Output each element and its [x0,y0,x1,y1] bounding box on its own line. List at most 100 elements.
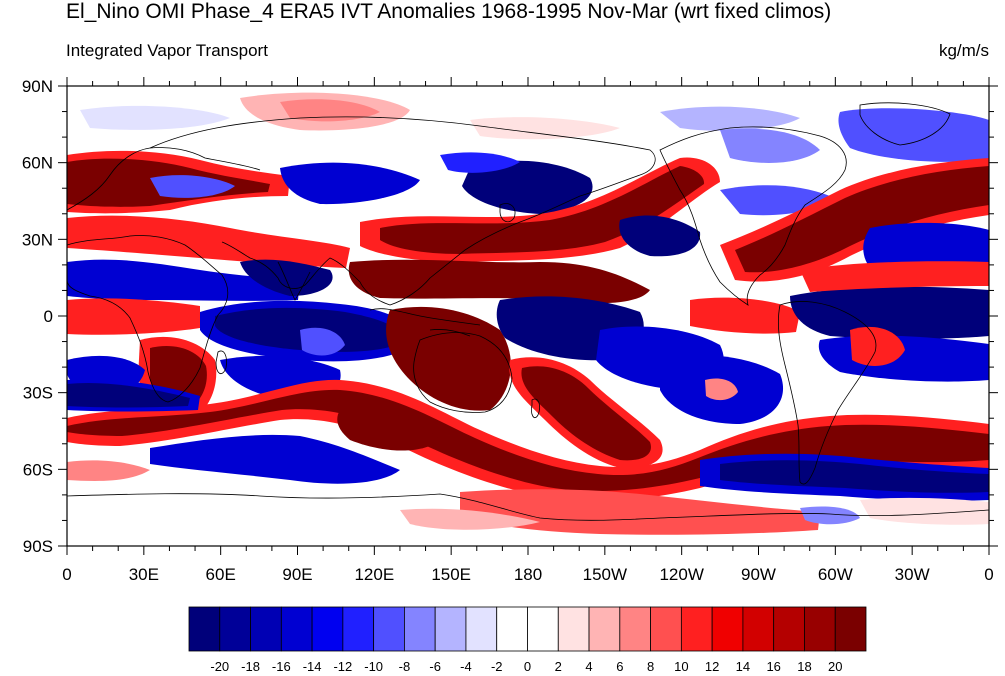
colorbar-swatch [404,606,436,652]
colorbar-swatch [219,606,251,652]
latitude-axis: 90N 60N 30N 0 30S 60S 90S [22,77,53,556]
colorbar-level-label: -18 [241,659,260,674]
coastline-madagascar [215,350,227,375]
coastline-new-zealand [531,398,540,419]
coastline-greenland [859,102,951,146]
lon-tick-label: 90E [282,565,312,584]
lon-tick-label: 60W [818,565,853,584]
colorbar-level-label: 18 [797,659,811,674]
anomaly-region [67,259,300,301]
colorbar-swatch [773,606,805,652]
colorbar-level-label: 10 [674,659,688,674]
colorbar-level-label: -2 [491,659,503,674]
colorbar-level-label: 12 [705,659,719,674]
anomaly-region [150,175,235,198]
anomaly-region [462,160,593,214]
coastline-north-america [659,126,847,306]
colorbar-swatch [588,606,621,652]
map-title: El_Nino OMI Phase_4 ERA5 IVT Anomalies 1… [66,0,832,23]
lat-tick-label: 0 [44,307,53,326]
colorbar-level-label: -10 [364,659,383,674]
anomaly-region [67,215,350,268]
anomaly-region [348,259,650,304]
anomaly-region [790,286,989,339]
axis-ticks [58,77,998,555]
coastline-japan [499,203,516,223]
lat-tick-label: 30S [23,384,53,403]
colorbar-swatch [311,606,344,652]
colorbar-swatch [465,606,498,652]
colorbar-level-label: -14 [303,659,322,674]
colorbar-swatch [834,606,867,652]
colorbar-swatch [373,606,405,652]
colorbar-swatch [342,606,375,652]
anomaly-region [300,327,345,356]
anomaly-region [705,378,738,401]
colorbar-level-label: 14 [736,659,750,674]
anomaly-region [337,408,440,451]
anomaly-region [720,185,830,216]
anomaly-region [850,326,905,366]
anomaly-region [386,306,511,411]
lon-tick-label: 150E [431,565,471,584]
anomaly-region [619,215,701,257]
colorbar-level-label: -16 [272,659,291,674]
colorbar-swatch [680,606,713,652]
anomaly-region [720,128,820,163]
coastlines [67,102,989,521]
coastline-india [277,261,311,301]
lat-tick-label: 60N [22,154,53,173]
colorbar-swatch [711,606,744,652]
anomaly-region [280,99,380,122]
lat-tick-label: 90S [23,537,53,556]
colorbar [188,606,867,652]
lat-tick-label: 90N [22,77,53,96]
coastline-south-america [777,301,877,485]
anomaly-region [800,261,989,292]
colorbar-swatch [434,606,467,652]
anomaly-region [67,382,190,408]
lon-tick-label: 60E [206,565,236,584]
colorbar-level-label: 0 [524,659,531,674]
colorbar-level-label: -6 [429,659,441,674]
colorbar-level-label: 2 [555,659,562,674]
colorbar-level-label: -8 [399,659,411,674]
anomaly-region [400,508,540,530]
colorbar-swatch [527,606,559,652]
colorbar-swatch [250,606,282,652]
anomaly-region [67,298,200,335]
colorbar-level-label: 6 [616,659,623,674]
lon-tick-label: 90W [741,565,776,584]
colorbar-swatch [496,606,528,652]
colorbar-level-label: 16 [766,659,780,674]
coastline-africa [67,235,229,403]
longitude-axis: 0 30E 60E 90E 120E 150E 180 150W 120W 90W 60W 30W 0 [62,565,993,584]
anomaly-region [690,297,800,334]
anomaly-region [67,460,150,481]
lon-tick-label: 150W [583,565,627,584]
colorbar-labels: -20 -18 -16 -14 -12 -10 -8 -6 -4 -2 0 2 4 6 8 10 12 14 16 1… [210,659,842,674]
lon-tick-label: 0 [62,565,71,584]
anomaly-region [838,108,989,162]
anomaly-region [80,105,230,130]
colorbar-swatch [619,606,651,652]
colorbar-level-label: -20 [210,659,229,674]
coastline-antarctica [67,493,989,521]
anomaly-region [860,497,989,525]
anomaly-region [67,389,989,492]
anomaly-region [280,162,420,205]
anomaly-region [735,166,989,273]
anomaly-region [240,259,333,296]
colorbar-swatch [557,606,590,652]
colorbar-level-label: 8 [647,659,654,674]
coastline-indonesia [369,308,481,337]
lon-tick-label: 120E [354,565,394,584]
anomaly-region [440,152,520,173]
anomaly-region [521,366,651,461]
colorbar-swatch [804,606,836,652]
lon-tick-label: 30E [129,565,159,584]
colorbar-level-label: 20 [828,659,842,674]
colorbar-swatch [188,606,221,652]
coastline-australia [413,332,513,413]
